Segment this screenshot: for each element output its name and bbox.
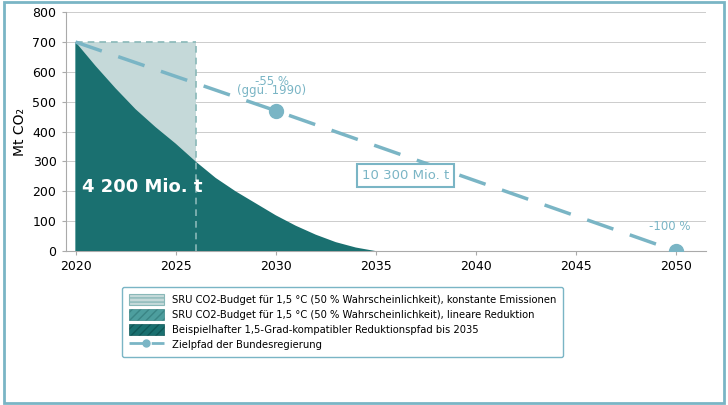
Polygon shape [76,42,196,251]
Legend: SRU CO2-Budget für 1,5 °C (50 % Wahrscheinlichkeit), konstante Emissionen, SRU C: SRU CO2-Budget für 1,5 °C (50 % Wahrsche… [122,287,563,357]
Text: (ggü. 1990): (ggü. 1990) [237,84,306,97]
Polygon shape [76,42,196,251]
Text: -55 %: -55 % [255,75,289,88]
Polygon shape [76,42,376,251]
Text: 10 300 Mio. t: 10 300 Mio. t [362,169,449,182]
Y-axis label: Mt CO₂: Mt CO₂ [13,108,27,156]
Text: -100 %: -100 % [649,220,691,233]
Text: 4 200 Mio. t: 4 200 Mio. t [82,178,202,196]
